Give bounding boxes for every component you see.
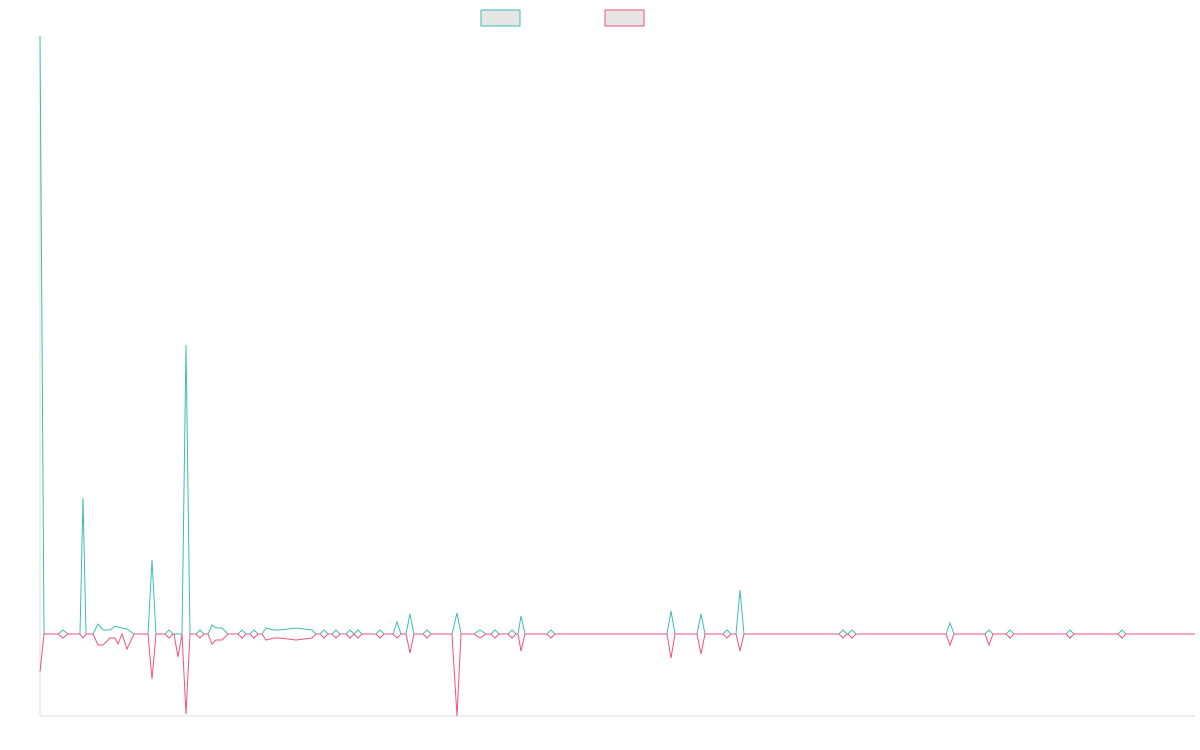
line-series [39, 632, 1195, 717]
line-series [39, 35, 1195, 635]
legend-swatch [604, 9, 645, 27]
legend-swatch [480, 9, 521, 27]
